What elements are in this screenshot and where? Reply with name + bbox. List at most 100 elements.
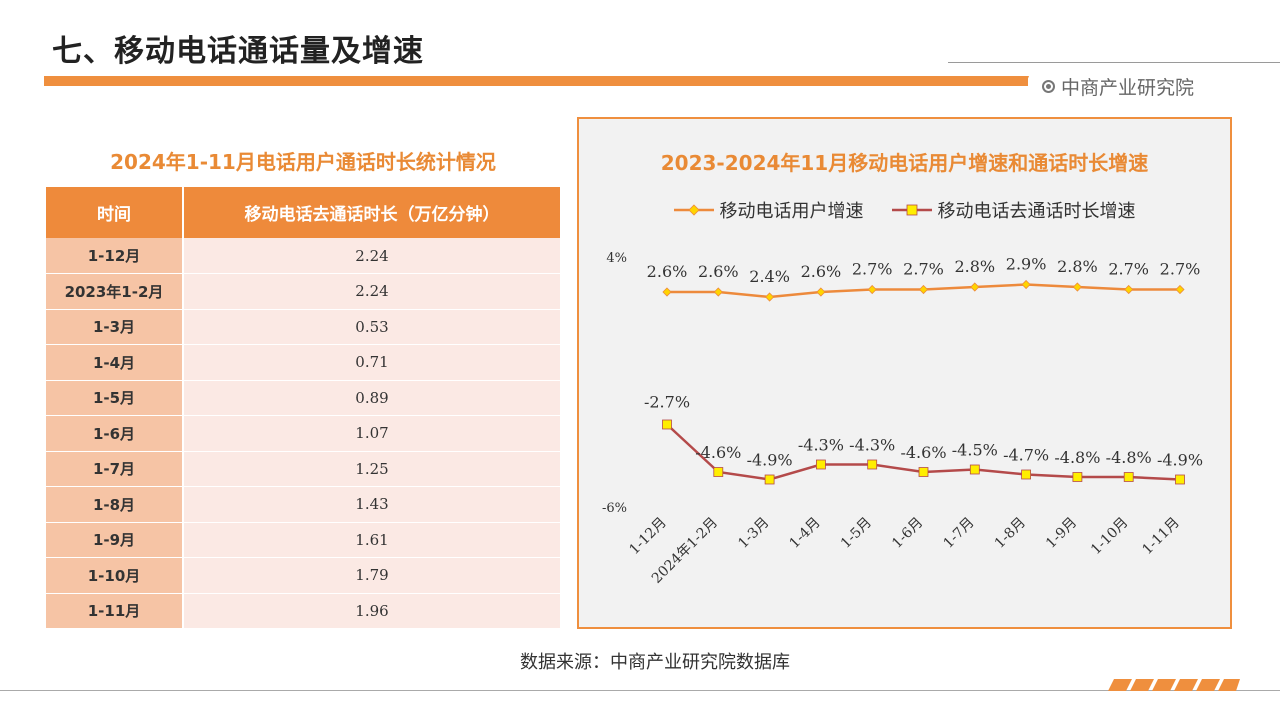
- cell-period: 2023年1-2月: [46, 273, 184, 310]
- call-duration-table: 时间 移动电话去通话时长（万亿分钟） 1-12月 2.24 2023年1-2月 2.2…: [46, 187, 560, 629]
- data-point: [713, 287, 723, 297]
- x-tick-label: 1-4月: [787, 515, 824, 552]
- cell-period: 1-8月: [46, 486, 184, 523]
- legend-label: 移动电话去通话时长增速: [937, 201, 1136, 222]
- table-header-row: 时间 移动电话去通话时长（万亿分钟）: [46, 187, 560, 238]
- table-row: 1-11月 1.96: [46, 593, 560, 629]
- data-label: -4.6%: [900, 443, 946, 462]
- data-point: [1123, 472, 1134, 482]
- cell-duration: 1.79: [183, 557, 560, 594]
- data-label: -4.8%: [1054, 448, 1100, 467]
- header-accent-bar: [44, 76, 1028, 86]
- cell-duration: 1.25: [183, 451, 560, 487]
- column-header-duration: 移动电话去通话时长（万亿分钟）: [183, 187, 560, 238]
- cell-period: 1-11月: [46, 593, 184, 629]
- slant-stripes-decoration: [1000, 76, 1029, 86]
- data-label: 2.8%: [954, 257, 995, 276]
- data-point: [662, 419, 672, 430]
- data-point: [970, 282, 980, 292]
- cell-duration: 0.71: [183, 344, 560, 381]
- x-tick-label: 1-3月: [735, 515, 772, 552]
- data-label: 2.8%: [1057, 257, 1098, 276]
- data-label: -2.7%: [644, 393, 690, 412]
- table-row: 1-12月 2.24: [46, 238, 560, 274]
- data-point: [918, 467, 929, 477]
- chart-legend: 移动电话用户增速 移动电话去通话时长增速: [579, 197, 1230, 223]
- chart-panel: 2023-2024年11月移动电话用户增速和通话时长增速 移动电话用户增速 移动…: [577, 117, 1232, 629]
- data-point: [969, 464, 980, 475]
- cell-duration: 1.43: [183, 486, 560, 523]
- data-label: 2.7%: [1160, 260, 1201, 279]
- data-label: -4.9%: [1157, 451, 1203, 470]
- footer-divider: [0, 690, 1280, 691]
- data-label: 2.6%: [801, 262, 842, 281]
- table-row: 1-5月 0.89: [46, 380, 560, 416]
- table-row: 1-4月 0.71: [46, 344, 560, 381]
- cell-duration: 1.96: [183, 593, 560, 629]
- data-label: -4.5%: [952, 441, 998, 460]
- data-label: 2.4%: [749, 267, 790, 286]
- table-row: 1-7月 1.25: [46, 451, 560, 487]
- cell-duration: 1.61: [183, 522, 560, 558]
- data-label: -4.7%: [1003, 446, 1049, 465]
- data-point: [815, 459, 826, 470]
- x-tick-label: 1-6月: [889, 515, 926, 552]
- data-label: -4.6%: [695, 443, 741, 462]
- data-point: [662, 287, 672, 297]
- data-point: [1021, 279, 1031, 290]
- table-row: 1-8月 1.43: [46, 486, 560, 523]
- data-label: -4.9%: [747, 451, 793, 470]
- y-tick-label: 4%: [606, 251, 627, 266]
- brand-circle-icon: [1042, 80, 1055, 93]
- footer-stripes-decoration: [1108, 679, 1240, 691]
- data-point: [764, 474, 775, 485]
- data-point: [1072, 282, 1082, 292]
- table-row: 1-10月 1.79: [46, 557, 560, 594]
- data-label: 2.9%: [1006, 255, 1047, 274]
- legend-item-duration-growth: 移动电话去通话时长增速: [891, 197, 1136, 223]
- cell-period: 1-7月: [46, 451, 184, 487]
- data-point: [765, 292, 775, 302]
- legend-label: 移动电话用户增速: [719, 201, 864, 222]
- legend-square-marker-icon: [891, 204, 932, 216]
- cell-duration: 1.07: [183, 415, 560, 452]
- cell-period: 1-3月: [46, 309, 184, 345]
- data-point: [1175, 284, 1185, 295]
- x-tick-label: 1-5月: [838, 515, 875, 552]
- x-tick-label: 1-8月: [992, 515, 1029, 552]
- data-label: -4.3%: [849, 436, 895, 455]
- cell-duration: 2.24: [183, 238, 560, 274]
- data-point: [1175, 474, 1185, 485]
- legend-diamond-marker-icon: [673, 204, 714, 216]
- y-tick-label: -6%: [602, 501, 627, 516]
- data-label: 2.7%: [903, 260, 944, 279]
- data-point: [867, 284, 877, 295]
- table-row: 1-9月 1.61: [46, 522, 560, 558]
- data-point: [1072, 472, 1083, 482]
- cell-period: 1-4月: [46, 344, 184, 381]
- data-label: 2.6%: [647, 262, 688, 281]
- data-point: [1124, 284, 1134, 295]
- data-label: 2.7%: [852, 260, 893, 279]
- cell-period: 1-6月: [46, 415, 184, 452]
- data-label: 2.6%: [698, 262, 739, 281]
- table-title: 2024年1-11月电话用户通话时长统计情况: [110, 150, 496, 174]
- x-tick-label: 1-7月: [940, 515, 977, 552]
- data-point: [816, 287, 826, 297]
- x-tick-label: 1-11月: [1139, 515, 1182, 558]
- cell-duration: 0.53: [183, 309, 560, 345]
- data-source-note: 数据来源：中商产业研究院数据库: [520, 652, 790, 673]
- cell-duration: 2.24: [183, 273, 560, 310]
- x-tick-label: 1-10月: [1088, 515, 1131, 558]
- column-header-time: 时间: [46, 187, 184, 238]
- x-tick-label: 1-9月: [1043, 515, 1080, 552]
- brand-logo: 中商产业研究院: [1042, 73, 1194, 100]
- header-divider: [948, 62, 1280, 63]
- data-point: [713, 467, 724, 477]
- table-row: 2023年1-2月 2.24: [46, 273, 560, 310]
- cell-period: 1-9月: [46, 522, 184, 558]
- table-row: 1-6月 1.07: [46, 415, 560, 452]
- table-row: 1-3月 0.53: [46, 309, 560, 345]
- cell-duration: 0.89: [183, 380, 560, 416]
- data-point: [1021, 469, 1032, 480]
